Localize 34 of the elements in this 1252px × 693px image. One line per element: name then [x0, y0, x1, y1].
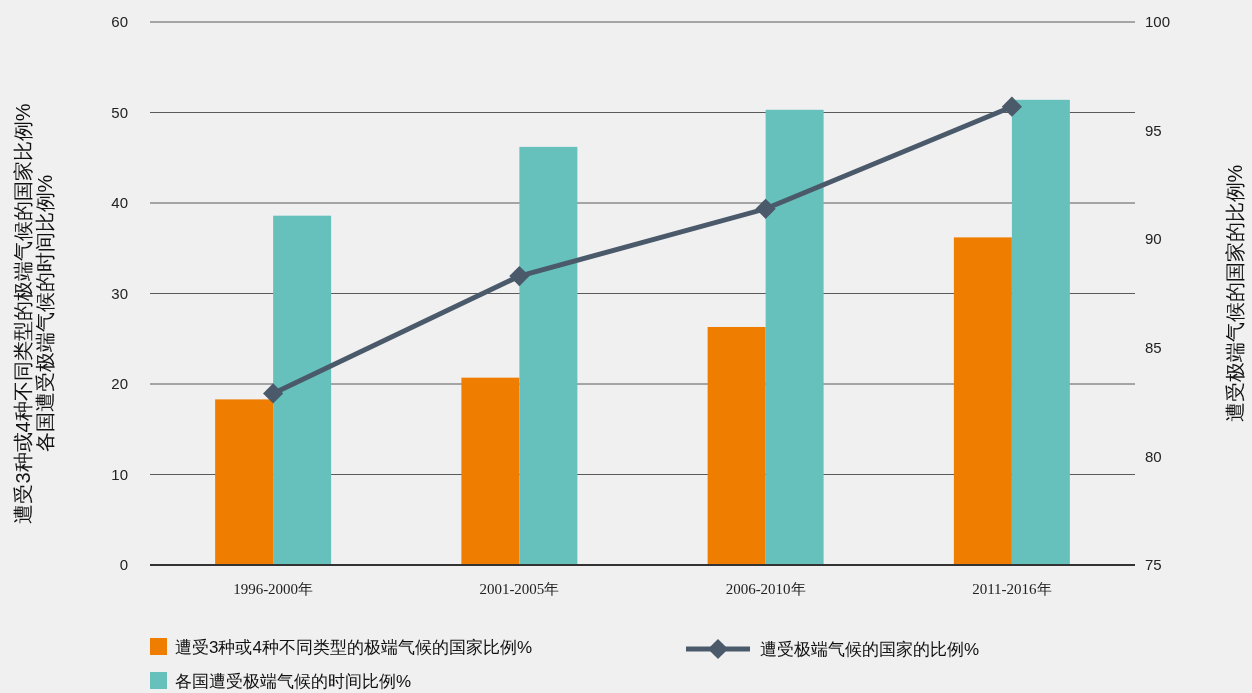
- y-tick-label: 20: [111, 375, 128, 393]
- legend-label: 遭受极端气候的国家的比例%: [760, 639, 980, 659]
- y-tick-label: 10: [111, 465, 128, 483]
- legend-label: 各国遭受极端气候的时间比例%: [175, 671, 412, 691]
- legend-label: 遭受3种或4种不同类型的极端气候的国家比例%: [175, 637, 533, 657]
- point: [755, 198, 776, 219]
- x-tick-label: 2001-2005年: [479, 581, 560, 597]
- bar: [953, 237, 1012, 565]
- y-tick-label: 60: [111, 13, 128, 31]
- bar: [765, 109, 824, 565]
- y2-tick-label: 95: [1145, 121, 1162, 139]
- bar: [215, 399, 274, 565]
- y2-axis-title: 遭受极端气候的国家的比例%: [1224, 164, 1246, 423]
- point: [509, 266, 530, 287]
- y-tick-label: 40: [111, 194, 128, 212]
- y-tick-label: 50: [111, 103, 128, 121]
- bar: [519, 146, 578, 565]
- x-tick-label: 1996-2000年: [233, 581, 314, 597]
- point: [1001, 96, 1022, 117]
- bar: [461, 377, 520, 565]
- x-tick-label: 2006-2010年: [725, 581, 806, 597]
- y2-tick-label: 100: [1145, 13, 1171, 31]
- bar: [707, 326, 766, 565]
- y2-tick-label: 85: [1145, 339, 1162, 357]
- y2-tick-label: 90: [1145, 230, 1162, 248]
- x-tick-label: 2011-2016年: [972, 581, 1052, 597]
- bar: [273, 215, 332, 565]
- bar: [1011, 99, 1070, 565]
- point: [263, 383, 284, 404]
- y-tick-label: 30: [111, 284, 128, 302]
- y-tick-label: 0: [119, 556, 128, 574]
- y2-tick-label: 80: [1145, 447, 1162, 465]
- y-axis-title: 遭受3种或4种不同类型的极端气候的国家比例% 各国遭受极端气候的时间比例%: [12, 103, 56, 524]
- y2-tick-label: 75: [1145, 556, 1162, 574]
